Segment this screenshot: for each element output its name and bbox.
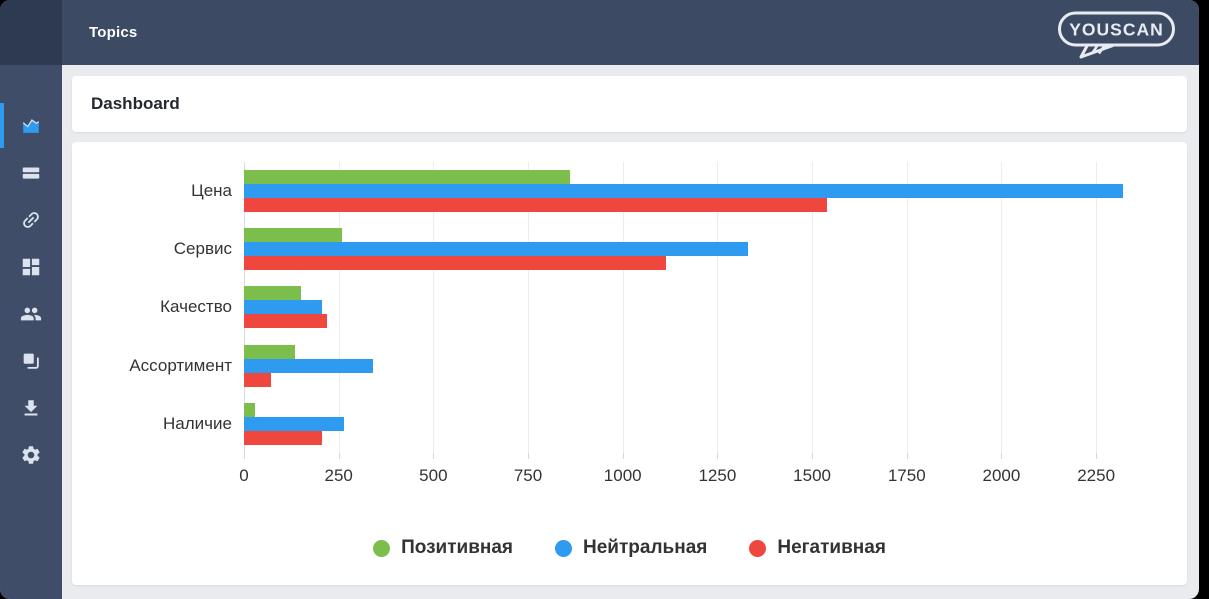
sidebar-item-copy[interactable] (0, 337, 62, 384)
gridline (812, 162, 814, 453)
sidebar (0, 65, 62, 599)
gridline (622, 162, 624, 453)
bar-group-2 (244, 220, 1134, 278)
sidebar-item-area-chart[interactable] (0, 102, 62, 149)
header-title: Topics (89, 24, 138, 41)
active-indicator (0, 103, 4, 148)
bar-нейтральная[interactable] (244, 300, 322, 315)
bar-нейтральная[interactable] (244, 358, 373, 373)
tick-mark (433, 453, 435, 459)
gridline (528, 162, 530, 453)
bar-group-4 (244, 337, 1134, 395)
x-tick-label: 2250 (1077, 466, 1116, 485)
legend-dot (373, 539, 391, 557)
x-tick-label: 1500 (793, 466, 831, 485)
bar-нейтральная[interactable] (244, 416, 345, 431)
sidebar-items (0, 102, 62, 478)
category-label: Ассортимент (129, 355, 232, 375)
legend-dot (555, 539, 573, 557)
bar-позитивная[interactable] (244, 228, 343, 243)
sentiment-bar-chart: Цена Сервис Качество Ассортимент Наличие 0 25… (72, 142, 1187, 585)
gridline (717, 162, 719, 453)
legend-label: Негативная (777, 537, 886, 558)
category-label: Наличие (163, 413, 232, 433)
x-tick-label: 1000 (603, 466, 642, 485)
legend-label: Нейтральная (583, 537, 708, 558)
gridline (338, 162, 340, 453)
x-tick-label: 1750 (887, 466, 926, 485)
bar-group-5 (244, 395, 1134, 453)
bar-негативная[interactable] (244, 372, 271, 387)
bar-негативная[interactable] (244, 256, 667, 271)
x-tick-label: 250 (324, 466, 353, 485)
bar-позитивная[interactable] (244, 402, 256, 417)
tick-mark (244, 453, 245, 459)
logo-bubble (1058, 11, 1175, 47)
sidebar-item-rows[interactable] (0, 149, 62, 196)
legend-dot (749, 539, 767, 557)
tick-mark (717, 453, 719, 459)
gear-icon (22, 445, 40, 464)
tick-mark (1096, 453, 1098, 459)
chart-legend: Позитивная Нейтральная Негативная (72, 537, 1187, 559)
tick-mark (622, 453, 624, 459)
header-corner-block (0, 0, 62, 65)
tick-mark (812, 453, 814, 459)
x-tick-label: 2000 (982, 466, 1021, 485)
bar-позитивная[interactable] (244, 170, 570, 185)
youscan-logo: YOUSCAN (1058, 11, 1175, 59)
bar-нейтральная[interactable] (244, 242, 748, 257)
bar-негативная[interactable] (244, 430, 322, 445)
bar-позитивная[interactable] (244, 344, 296, 359)
category-label: Качество (160, 297, 232, 317)
bar-негативная[interactable] (244, 314, 328, 329)
users-icon (20, 307, 42, 320)
rows-icon (22, 167, 40, 179)
gridline (433, 162, 435, 453)
x-tick-label: 500 (419, 466, 448, 485)
sidebar-item-link[interactable] (0, 196, 62, 243)
x-tick-label: 0 (239, 466, 249, 485)
legend-item-3[interactable]: Негативная (749, 537, 886, 559)
tick-mark (528, 453, 530, 459)
bar-group-1 (244, 162, 1134, 220)
legend-label: Позитивная (401, 537, 514, 558)
x-axis: 0 250 500 750 1000 1250 1500 1750 2000 2250 (239, 453, 1134, 497)
download-icon (24, 399, 38, 416)
gridline (906, 162, 908, 453)
copy-icon (23, 353, 39, 369)
tick-mark (1001, 453, 1003, 459)
x-tick-label: 1250 (698, 466, 737, 485)
legend-item-2[interactable]: Нейтральная (555, 537, 707, 559)
plot-area (244, 162, 1134, 453)
logo-slashes (1090, 44, 1106, 55)
chart-card: Цена Сервис Качество Ассортимент Наличие 0 25… (72, 142, 1187, 585)
sidebar-item-grid[interactable] (0, 243, 62, 290)
sidebar-item-download[interactable] (0, 384, 62, 431)
category-label: Цена (191, 181, 232, 201)
logo-text: YOUSCAN (1069, 20, 1164, 40)
x-tick-label: 750 (513, 466, 543, 485)
link-icon (23, 211, 39, 228)
tick-mark (906, 453, 908, 459)
tick-mark (338, 453, 340, 459)
gridline (1096, 162, 1098, 453)
bar-позитивная[interactable] (244, 286, 301, 301)
sidebar-item-users[interactable] (0, 290, 62, 337)
bar-нейтральная[interactable] (244, 184, 1123, 199)
gridline (1001, 162, 1003, 453)
legend-item-1[interactable]: Позитивная (373, 537, 513, 559)
sidebar-item-gear[interactable] (0, 431, 62, 478)
bar-негативная[interactable] (244, 198, 828, 213)
bar-group-3 (244, 278, 1134, 336)
page-title-card: Dashboard (72, 76, 1187, 132)
category-label: Сервис (173, 239, 232, 259)
grid-icon (22, 258, 40, 275)
category-labels: Цена Сервис Качество Ассортимент Наличие (72, 162, 232, 453)
top-header: Topics YOUSCAN (0, 0, 1199, 65)
page-title: Dashboard (91, 94, 180, 113)
area-chart-icon (22, 118, 40, 133)
